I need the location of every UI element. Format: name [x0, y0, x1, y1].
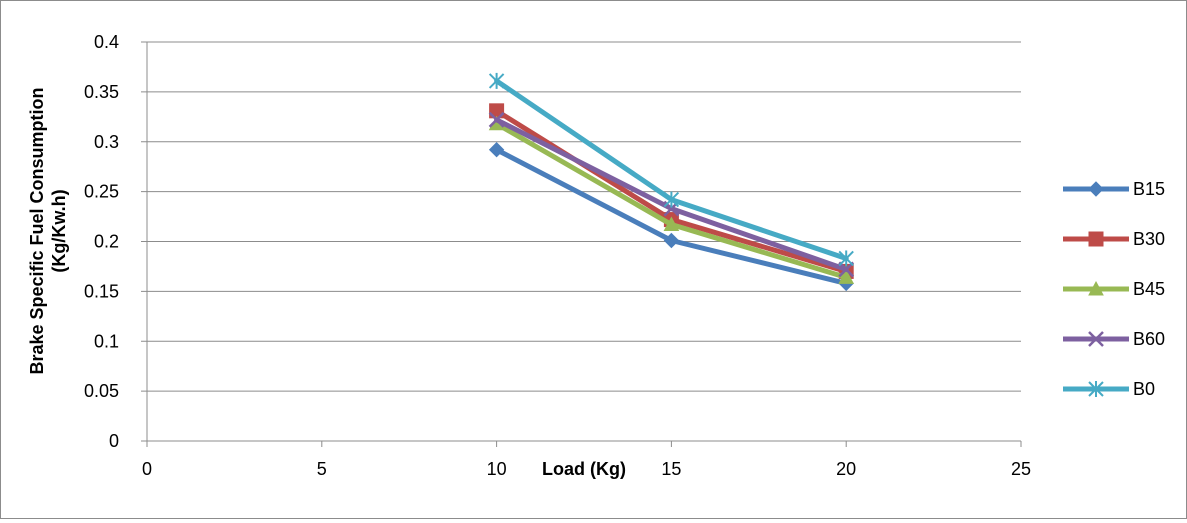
legend-marker-b15: [1088, 181, 1104, 197]
legend-label-b30: B30: [1133, 229, 1165, 249]
x-tick-label-3: 15: [661, 459, 681, 479]
data-point-b60-0-stroke-b: [488, 111, 505, 128]
data-point-b0-1: [663, 191, 680, 208]
series-b0: [488, 72, 854, 267]
series-b15: [488, 142, 854, 292]
x-tick-label-4: 20: [836, 459, 856, 479]
y-tick-label-6: 0.3: [94, 132, 119, 152]
data-point-b15-0: [488, 142, 505, 158]
data-point-b60-2: [838, 261, 855, 278]
y-tick-label-7: 0.35: [84, 82, 119, 102]
axes: [141, 41, 1022, 447]
x-tick-label-1: 5: [317, 459, 327, 479]
data-point-b0-0: [488, 72, 505, 89]
data-point-b45-1: [663, 216, 680, 232]
data-point-b60-2-stroke-b: [838, 261, 855, 278]
y-tick-label-5: 0.25: [84, 182, 119, 202]
data-point-b45-2: [838, 269, 855, 284]
data-point-b15-1: [663, 232, 680, 249]
data-point-b0-2: [838, 250, 854, 267]
x-tick-label-5: 25: [1011, 459, 1031, 479]
legend-marker-b60-stroke-b: [1088, 331, 1104, 347]
x-tick-label-2: 10: [487, 459, 507, 479]
y-tick-label-3: 0.15: [84, 281, 119, 301]
legend-marker-b0: [1088, 381, 1104, 397]
legend-label-b60: B60: [1133, 329, 1165, 349]
legend-entry-b30: B30: [1063, 229, 1165, 249]
y-tick-label-2: 0.1: [94, 331, 119, 351]
data-point-b60-0: [488, 111, 505, 128]
series-group: [488, 72, 855, 292]
legend: B15 B30 B45 B60 B0: [1063, 179, 1165, 399]
x-axis-title: Load (Kg): [542, 459, 626, 479]
y-tick-label-0: 0: [109, 431, 119, 451]
legend-label-b0: B0: [1133, 379, 1155, 399]
legend-entry-b15: B15: [1063, 179, 1165, 199]
legend-marker-b45: [1088, 280, 1104, 296]
legend-entry-b0: B0: [1063, 379, 1155, 399]
y-tick-label-8: 0.4: [94, 32, 119, 52]
legend-marker-b30: [1088, 231, 1104, 247]
x-tick-label-0: 0: [142, 459, 152, 479]
series-b60: [488, 111, 855, 278]
tick-labels: 0 0.05 0.1 0.15 0.2 0.25 0.3 0.35 0.4 0 5 10 15 20 25: [84, 32, 1031, 479]
legend-label-b45: B45: [1133, 279, 1165, 299]
legend-label-b15: B15: [1133, 179, 1165, 199]
y-tick-label-4: 0.2: [94, 232, 119, 252]
y-axis-title-line-1: Brake Specific Fuel Consumption: [27, 87, 47, 374]
legend-entry-b60: B60: [1063, 329, 1165, 349]
legend-marker-b60: [1088, 331, 1104, 347]
series-line-b0: [494, 78, 849, 261]
legend-entry-b45: B45: [1063, 279, 1165, 299]
y-axis-title-line-2: (Kg/Kw.h): [49, 189, 69, 272]
grid-lines: [147, 41, 1021, 392]
y-tick-label-1: 0.05: [84, 381, 119, 401]
